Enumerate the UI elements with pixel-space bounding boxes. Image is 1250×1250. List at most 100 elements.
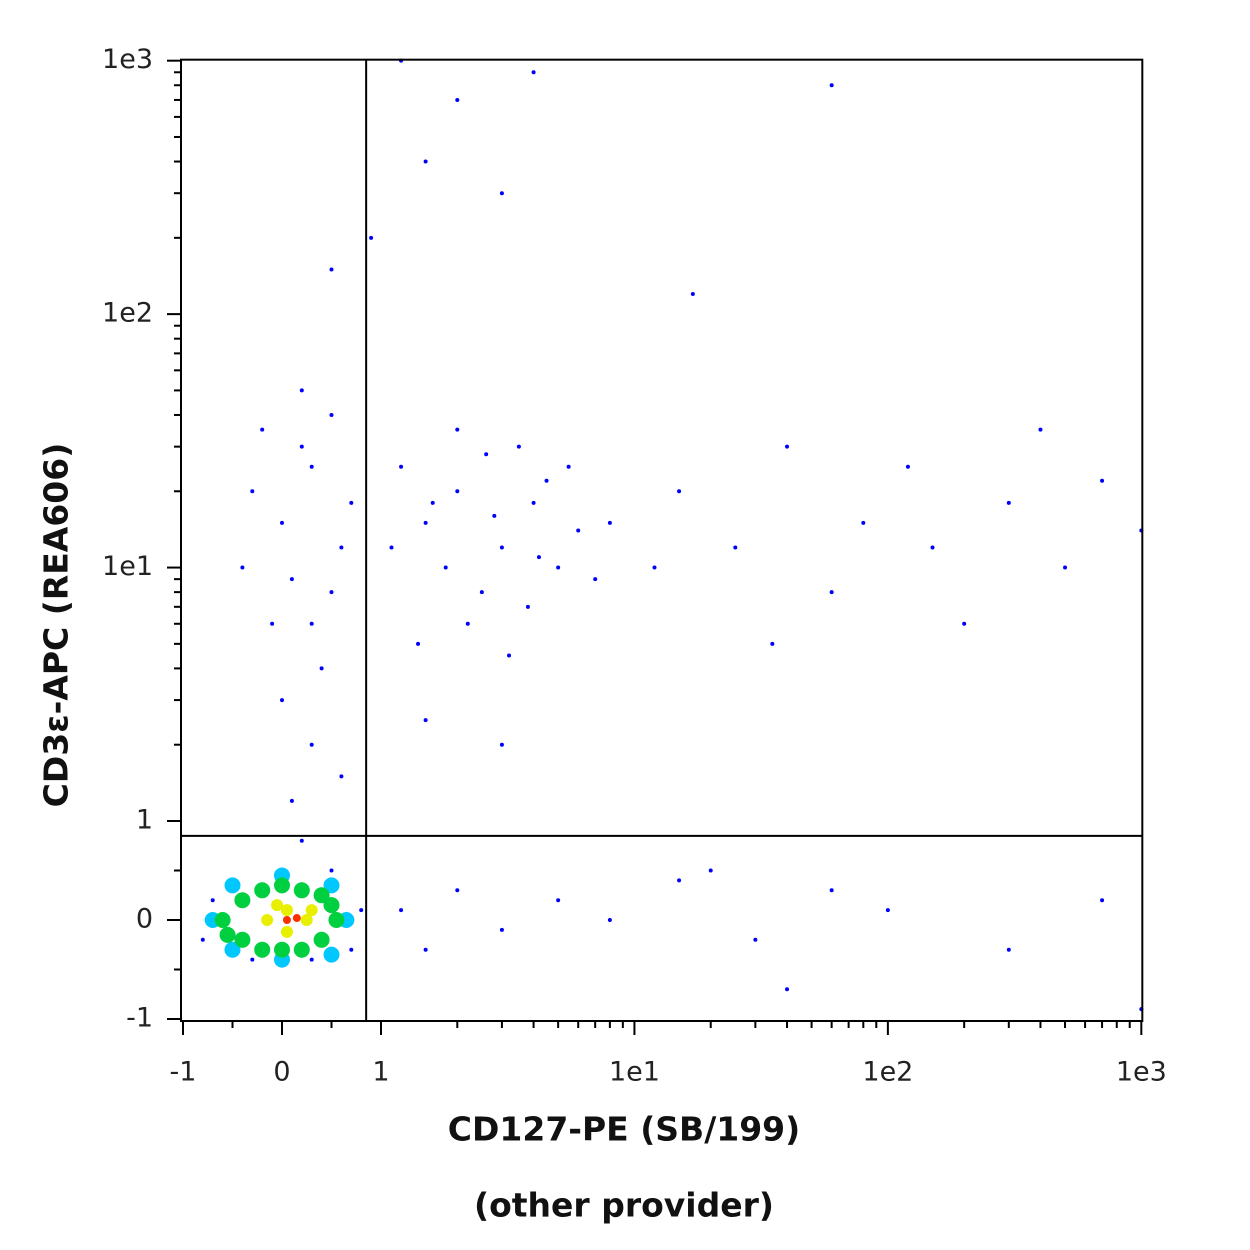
data-point bbox=[531, 500, 536, 505]
data-point bbox=[274, 877, 290, 894]
data-point bbox=[339, 774, 344, 779]
data-point bbox=[224, 877, 241, 894]
y-tick-label: 1 bbox=[136, 805, 153, 836]
data-point bbox=[292, 914, 301, 923]
data-point bbox=[399, 464, 404, 469]
data-point bbox=[200, 937, 205, 942]
x-axis-label: CD127-PE (SB/199) bbox=[448, 1110, 800, 1149]
data-point bbox=[282, 916, 291, 924]
data-point bbox=[210, 898, 215, 903]
data-point bbox=[770, 641, 775, 646]
data-point bbox=[299, 444, 304, 449]
data-point bbox=[525, 604, 530, 609]
data-point bbox=[423, 718, 428, 723]
y-tick-label: 1e1 bbox=[102, 551, 153, 582]
data-point bbox=[274, 941, 290, 958]
x-axis-sublabel: (other provider) bbox=[474, 1186, 774, 1225]
y-tick-label: 0 bbox=[136, 904, 153, 935]
data-point bbox=[861, 520, 866, 525]
data-point bbox=[536, 555, 541, 560]
data-point bbox=[733, 545, 738, 550]
data-point bbox=[1006, 947, 1011, 952]
data-point bbox=[234, 892, 251, 909]
y-tick-label: 1e3 bbox=[102, 44, 153, 75]
data-point bbox=[1038, 427, 1043, 432]
data-point bbox=[309, 464, 314, 469]
data-point bbox=[309, 742, 314, 747]
data-point bbox=[300, 914, 313, 926]
data-point bbox=[499, 742, 504, 747]
data-point bbox=[829, 590, 834, 595]
data-point bbox=[1006, 500, 1011, 505]
data-point bbox=[499, 545, 504, 550]
data-point bbox=[785, 987, 790, 992]
data-point bbox=[299, 838, 304, 843]
data-point bbox=[962, 621, 967, 626]
data-point bbox=[329, 412, 334, 417]
data-point bbox=[313, 931, 330, 948]
data-point bbox=[455, 489, 460, 494]
data-point bbox=[576, 528, 581, 533]
data-point bbox=[423, 159, 428, 164]
y-tick-label: 1e2 bbox=[102, 298, 153, 329]
data-point bbox=[329, 590, 334, 595]
data-point bbox=[329, 267, 334, 272]
data-point bbox=[465, 621, 470, 626]
y-tick-label: -1 bbox=[126, 1003, 153, 1034]
data-point bbox=[905, 464, 910, 469]
data-point bbox=[516, 444, 521, 449]
data-point bbox=[443, 565, 448, 570]
data-point bbox=[652, 565, 657, 570]
data-point bbox=[250, 489, 255, 494]
data-point bbox=[507, 653, 512, 658]
data-point bbox=[566, 464, 571, 469]
data-point bbox=[708, 868, 713, 873]
data-point bbox=[593, 577, 598, 582]
data-point bbox=[416, 641, 421, 646]
data-point bbox=[753, 937, 758, 942]
data-point bbox=[309, 957, 314, 962]
data-point bbox=[261, 914, 274, 926]
data-point bbox=[1100, 898, 1105, 903]
data-point bbox=[349, 500, 354, 505]
data-point bbox=[455, 427, 460, 432]
data-point bbox=[499, 927, 504, 932]
data-point bbox=[556, 898, 561, 903]
data-point bbox=[305, 904, 318, 917]
data-point bbox=[219, 926, 236, 943]
data-point bbox=[677, 489, 682, 494]
data-point bbox=[271, 899, 284, 912]
data-point bbox=[280, 698, 284, 703]
data-point bbox=[280, 520, 284, 525]
data-point bbox=[359, 908, 364, 913]
data-point bbox=[293, 941, 310, 958]
data-point bbox=[423, 947, 428, 952]
data-point bbox=[319, 666, 324, 671]
data-point bbox=[930, 545, 935, 550]
data-point bbox=[329, 868, 334, 873]
data-point bbox=[323, 946, 340, 963]
data-point bbox=[607, 918, 612, 922]
x-tick-label: 1e3 bbox=[1116, 1057, 1167, 1088]
data-point bbox=[250, 957, 255, 962]
data-point bbox=[829, 888, 834, 893]
data-point bbox=[785, 444, 790, 449]
data-point bbox=[492, 513, 497, 518]
data-point bbox=[677, 878, 682, 883]
data-point bbox=[214, 912, 231, 928]
x-tick-label: 1e1 bbox=[609, 1057, 660, 1088]
data-point bbox=[299, 388, 304, 393]
data-point bbox=[1063, 565, 1068, 570]
data-point bbox=[280, 925, 293, 938]
data-point bbox=[289, 577, 294, 582]
data-point bbox=[1100, 478, 1105, 483]
data-point bbox=[885, 908, 890, 913]
data-point bbox=[499, 191, 504, 196]
data-point bbox=[224, 941, 241, 958]
data-point bbox=[260, 427, 265, 432]
data-point bbox=[254, 882, 271, 899]
data-point bbox=[484, 452, 489, 457]
data-point bbox=[254, 941, 271, 958]
data-point bbox=[234, 931, 251, 948]
